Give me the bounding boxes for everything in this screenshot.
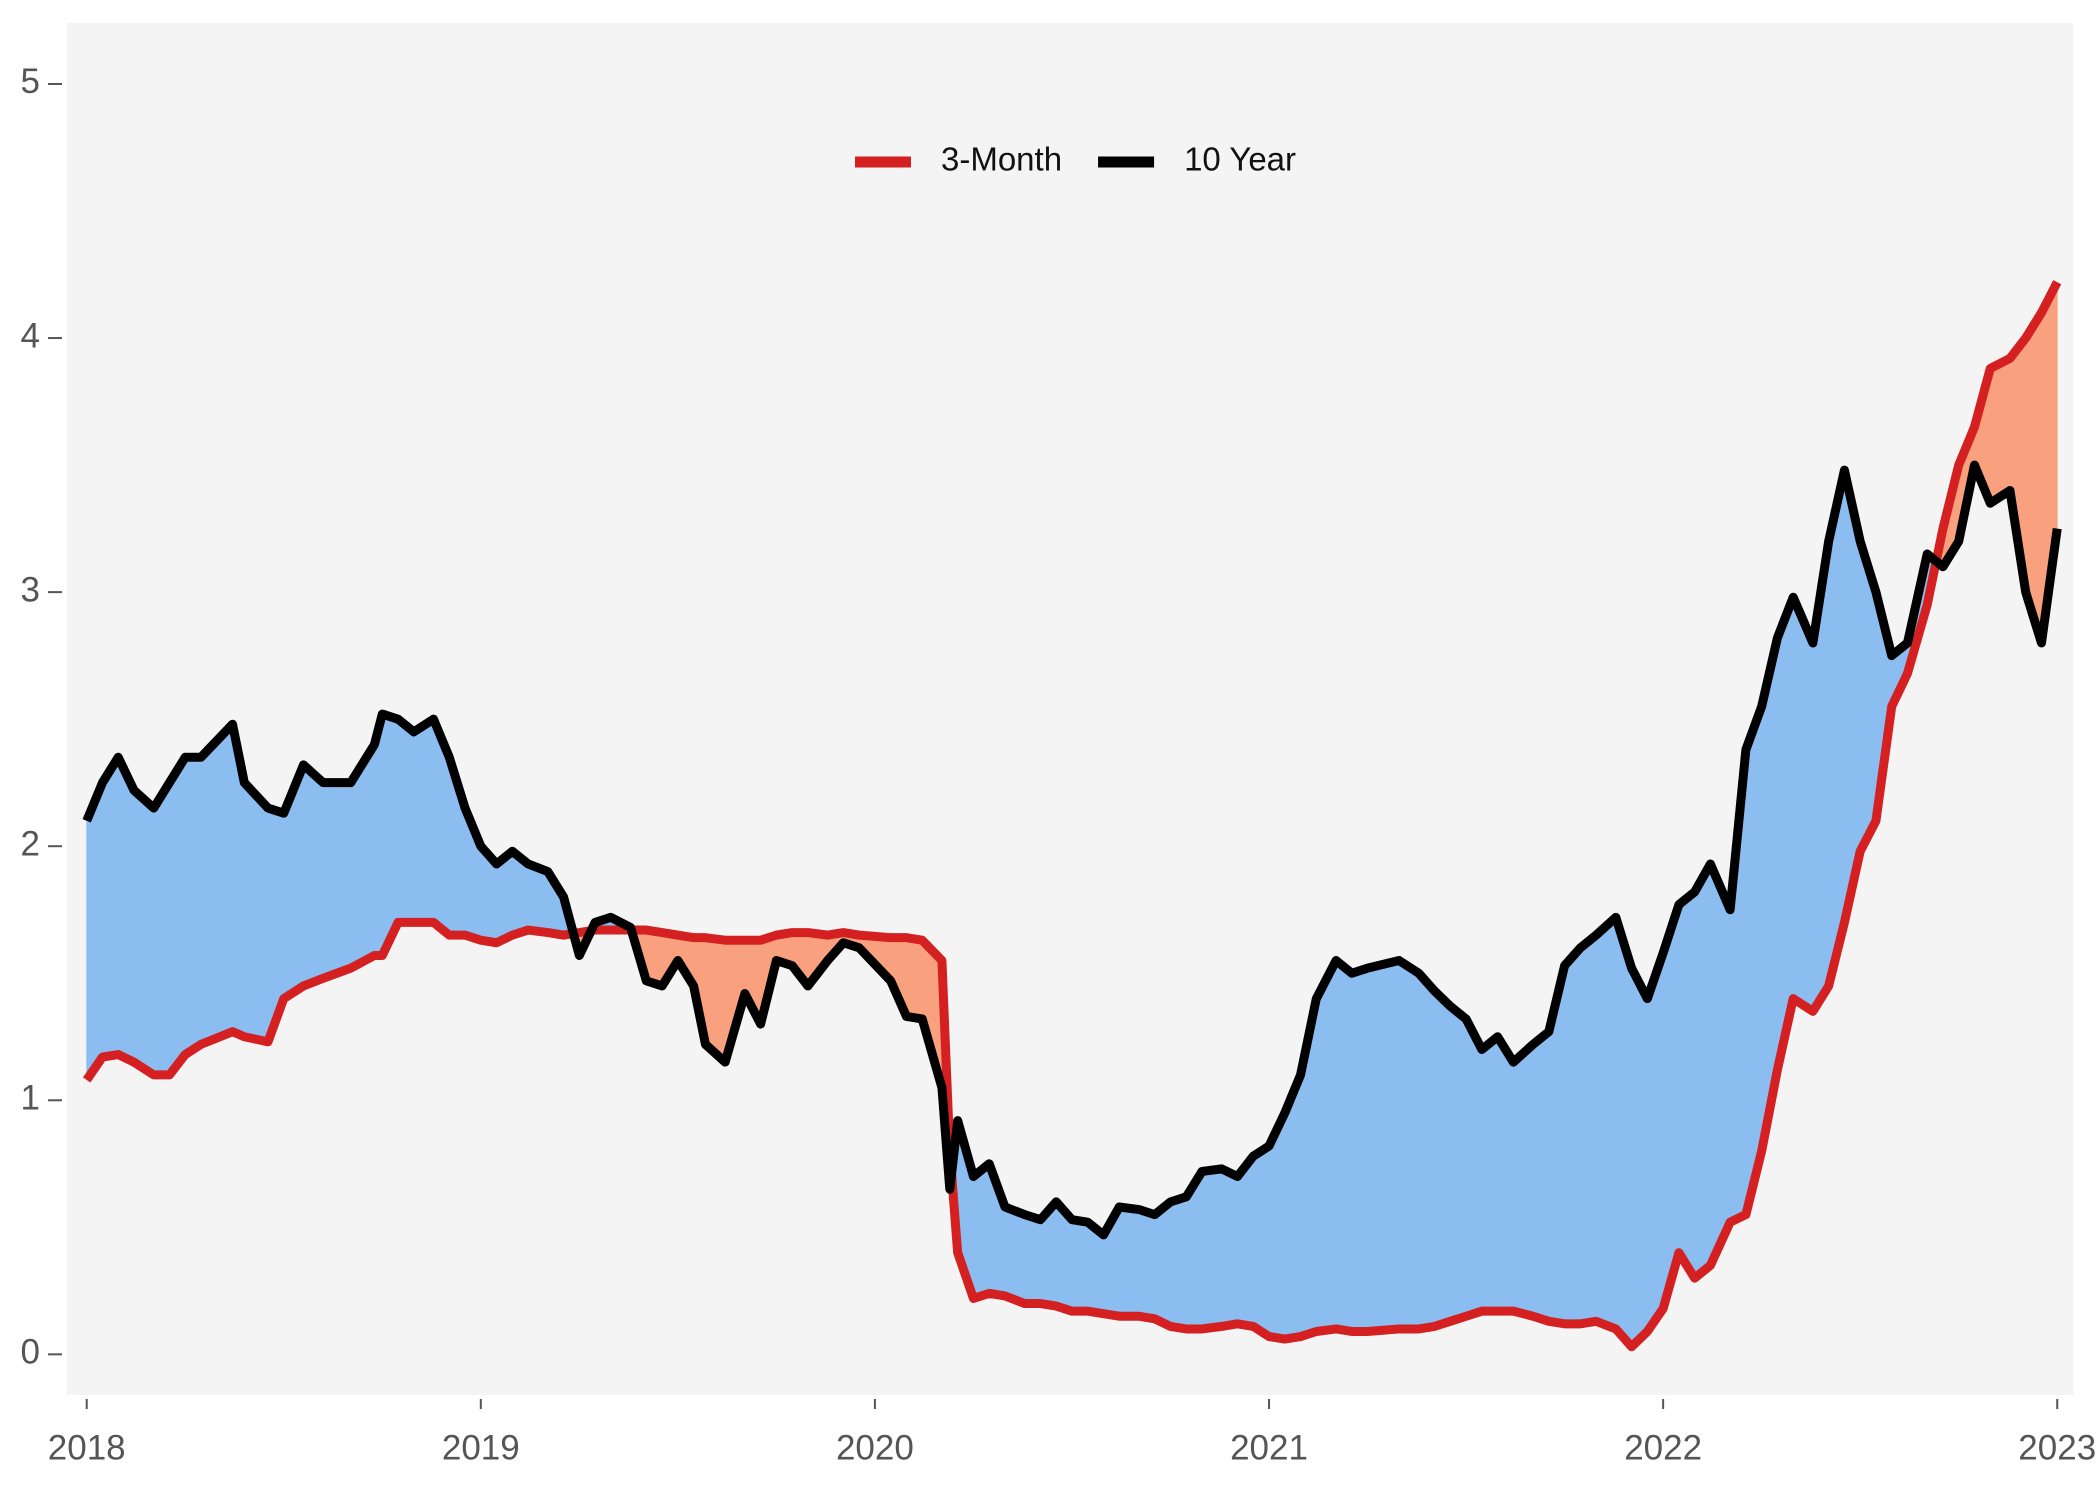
legend-label: 10 Year bbox=[1184, 141, 1296, 178]
spread-fill bbox=[1710, 863, 1731, 1266]
spread-fill bbox=[1004, 1206, 1026, 1305]
spread-fill bbox=[1512, 1043, 1534, 1317]
line-layer bbox=[82, 280, 2062, 1352]
spread-fill bbox=[397, 718, 415, 923]
y-tick-label: 0 bbox=[21, 1333, 40, 1372]
spread-fill bbox=[413, 718, 434, 923]
y-tick-label: 2 bbox=[21, 824, 40, 863]
spread-fill bbox=[1989, 357, 2011, 504]
spread-fill bbox=[102, 755, 119, 1058]
x-tick-label: 2021 bbox=[1230, 1428, 1308, 1467]
series-line bbox=[82, 460, 2062, 1240]
spread-fill bbox=[1434, 990, 1451, 1327]
x-tick-label: 2022 bbox=[1624, 1428, 1702, 1467]
spread-fill bbox=[1418, 972, 1435, 1330]
spread-fill bbox=[169, 755, 186, 1077]
legend: 3-Month 10 Year bbox=[855, 141, 1296, 178]
spread-fill bbox=[153, 781, 170, 1076]
spread-fill bbox=[200, 723, 233, 1045]
spread-fill bbox=[1367, 960, 1400, 1332]
spread-fill bbox=[1449, 1005, 1467, 1322]
spread-fill bbox=[1398, 959, 1420, 1330]
spread-fill bbox=[1315, 960, 1337, 1332]
spread-fill bbox=[1071, 1219, 1089, 1312]
spread-fill bbox=[1579, 934, 1597, 1325]
y-tick-label: 4 bbox=[21, 316, 40, 355]
fill-layer bbox=[86, 281, 2058, 1348]
spread-fill bbox=[1631, 967, 1648, 1348]
spread-fill bbox=[906, 937, 923, 1020]
spread-fill bbox=[1646, 952, 1664, 1333]
spread-fill bbox=[117, 757, 135, 1063]
spread-fill bbox=[1481, 1035, 1499, 1312]
spread-fill bbox=[86, 782, 103, 1082]
spread-fill bbox=[1532, 1030, 1550, 1322]
spread-fill bbox=[973, 1162, 990, 1300]
spread-fill bbox=[1745, 706, 1763, 1215]
spread-fill bbox=[1615, 917, 1633, 1348]
spread-fill bbox=[1792, 597, 1814, 1013]
spread-fill bbox=[1154, 1201, 1171, 1328]
spread-fill bbox=[1024, 1214, 1041, 1304]
spread-fill bbox=[1497, 1035, 1514, 1312]
x-tick-label: 2020 bbox=[836, 1428, 914, 1467]
spread-fill bbox=[303, 763, 324, 987]
spread-fill bbox=[1138, 1208, 1156, 1320]
spread-fill bbox=[243, 781, 269, 1043]
spread-fill bbox=[1201, 1168, 1223, 1330]
spread-fill bbox=[1564, 946, 1581, 1325]
spread-fill bbox=[1252, 1145, 1270, 1338]
y-tick-label: 3 bbox=[21, 570, 40, 609]
axes-layer: 0 1 2 3 4 5 2018 2019 2020 2021 2022 2023 bbox=[21, 62, 2097, 1467]
spread-fill bbox=[1335, 959, 1353, 1332]
spread-fill bbox=[133, 789, 155, 1076]
spread-fill bbox=[1170, 1196, 1187, 1330]
x-tick-label: 2018 bbox=[48, 1428, 126, 1467]
series-line bbox=[83, 280, 2062, 1352]
legend-label: 3-Month bbox=[941, 141, 1062, 178]
spread-fill bbox=[1351, 967, 1368, 1332]
spread-fill bbox=[322, 782, 352, 979]
spread-fill bbox=[1678, 891, 1696, 1280]
spread-fill bbox=[1118, 1206, 1140, 1317]
x-tick-label: 2023 bbox=[2018, 1428, 2096, 1467]
spread-fill bbox=[1662, 904, 1680, 1309]
spread-fill bbox=[1694, 862, 1711, 1279]
spread-fill bbox=[1465, 1018, 1483, 1317]
spread-fill bbox=[1221, 1168, 1238, 1327]
y-tick-label: 1 bbox=[21, 1079, 40, 1118]
y-tick-label: 5 bbox=[21, 62, 40, 101]
spread-fill bbox=[184, 756, 202, 1056]
spread-fill bbox=[1595, 916, 1617, 1330]
spread-fill bbox=[1237, 1155, 1254, 1327]
x-tick-label: 2019 bbox=[442, 1428, 520, 1467]
